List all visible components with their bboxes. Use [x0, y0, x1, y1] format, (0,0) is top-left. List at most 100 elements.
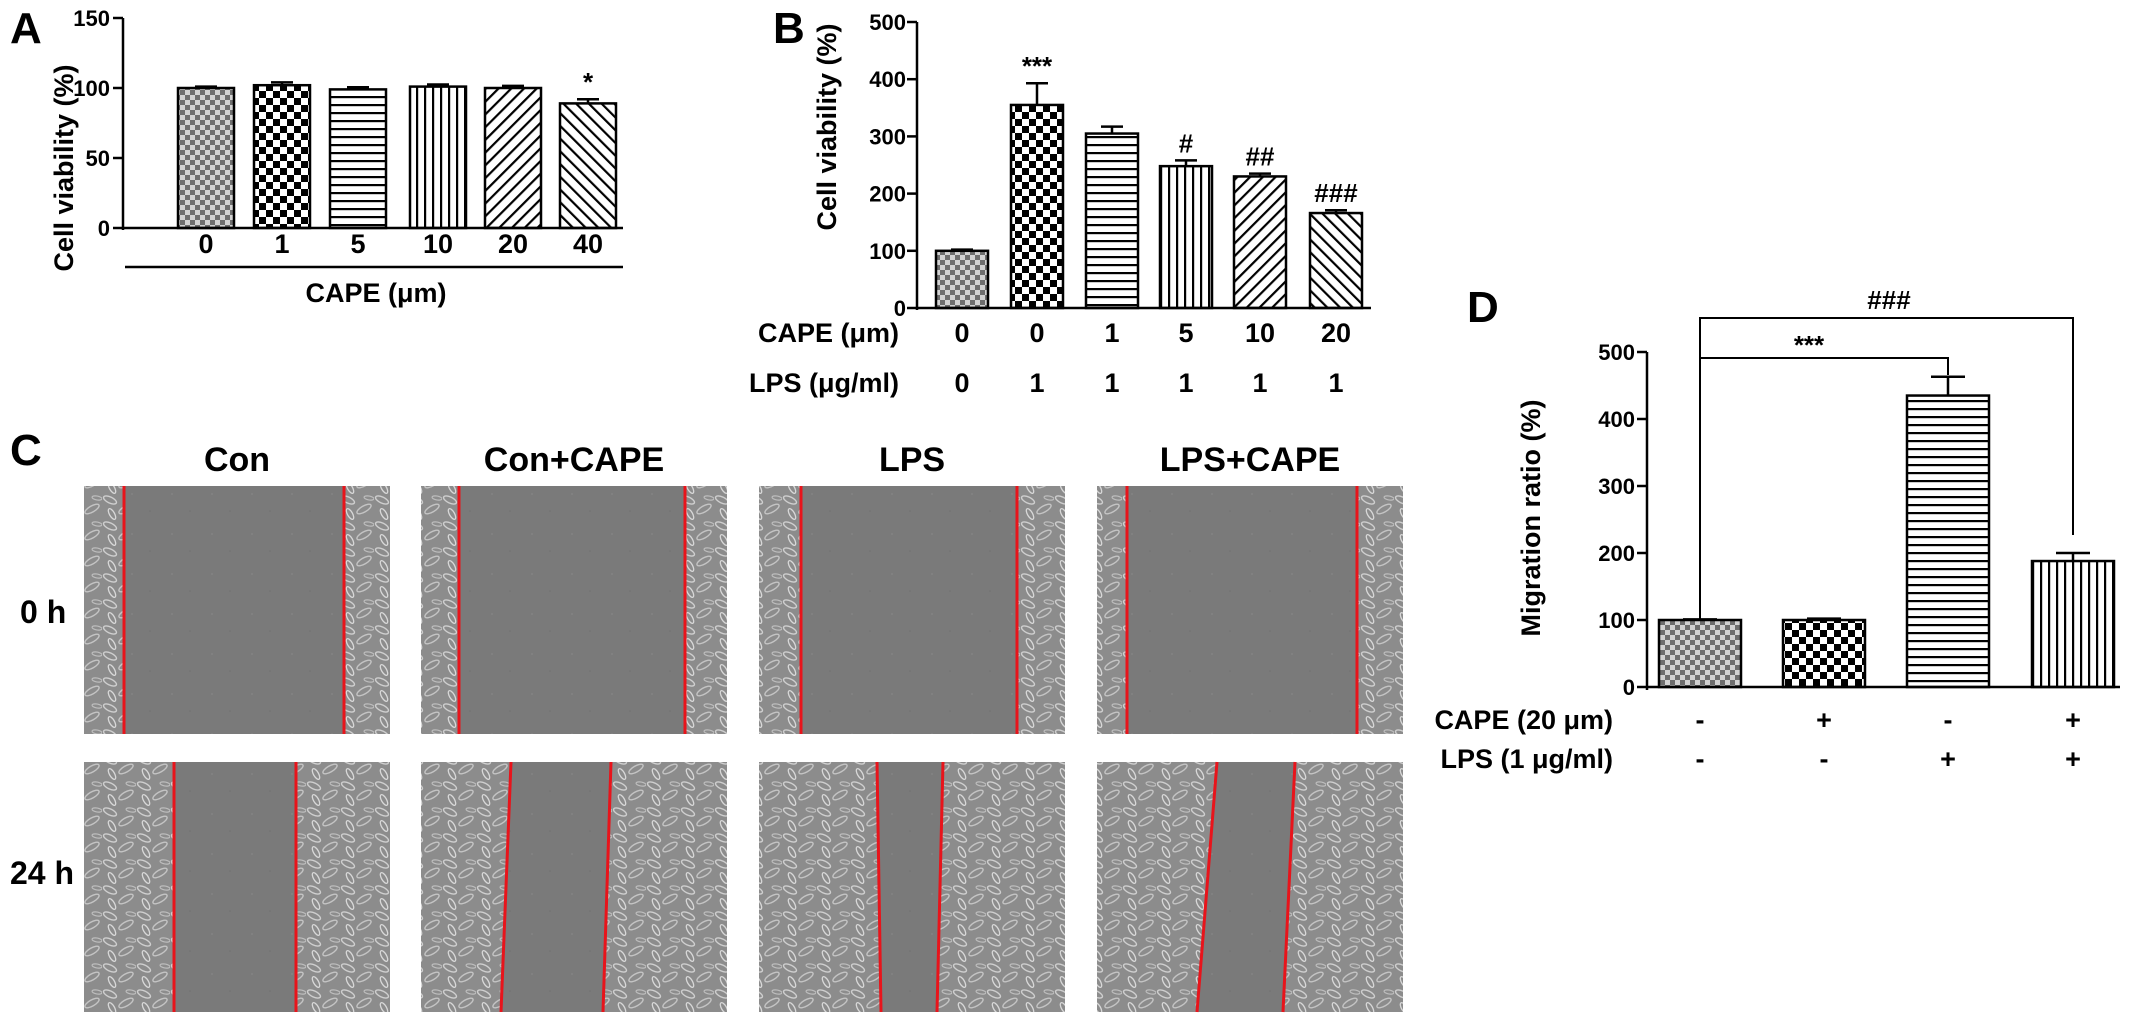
panel-b-bar-5: [1308, 211, 1364, 310]
panel-b-cape-value-3: 5: [1178, 318, 1193, 348]
micrograph-1-3: [1097, 761, 1403, 1013]
panel-b-bar-3: [1158, 164, 1214, 310]
panel-b-ytick-500: 500: [869, 10, 906, 35]
panel-c-column-title-2: LPS: [879, 441, 945, 479]
panel-d-ytick-100: 100: [1598, 608, 1635, 633]
panel-b-annotation-1: ***: [1022, 51, 1053, 81]
panel-b-ytick-0: 0: [894, 296, 906, 321]
panel-d-ylabel: Migration ratio (%): [1516, 400, 1546, 637]
panel-b-bar-1: [1009, 103, 1065, 310]
panel-c-column-title-1: Con+CAPE: [484, 441, 664, 479]
panel-b-lps-value-5: 1: [1328, 368, 1343, 398]
panel-a-ytick-0: 0: [98, 216, 110, 241]
panel-b-lps-value-1: 1: [1029, 368, 1044, 398]
panel-b-lps-value-0: 0: [954, 368, 969, 398]
micrograph-1-1: [421, 761, 727, 1013]
panel-a-bar-5: [558, 102, 618, 230]
panel-b-lps-value-4: 1: [1252, 368, 1267, 398]
panel-a-bar-0: [176, 86, 236, 230]
panel-c-letter: C: [10, 426, 42, 475]
panel-a-ytick-50: 50: [86, 146, 110, 171]
panel-b-letter: B: [773, 4, 805, 53]
panel-a-category-0: 0: [198, 229, 213, 259]
panel-a-letter: A: [10, 4, 42, 53]
panel-d-bar-3: [2030, 559, 2116, 689]
panel-b-lps-value-2: 1: [1104, 368, 1119, 398]
panel-b-ytick-300: 300: [869, 124, 906, 149]
panel-d-lps-sign-1: -: [1820, 744, 1829, 774]
micrograph-gap-1-1: [501, 762, 611, 1012]
panel-a-ylabel: Cell viability (%): [49, 64, 79, 271]
micrograph-gap-0-0: [124, 486, 344, 734]
panel-d-row-label-lps: LPS (1 μg/ml): [1440, 744, 1613, 774]
panel-d-cape-sign-1: +: [1816, 705, 1832, 735]
scratch-line-right-1-1: [601, 761, 613, 1013]
micrograph-1-2: [759, 761, 1065, 1013]
scratch-line-left-1-3: [1195, 761, 1219, 1013]
panel-b-row-label-cape: CAPE (μm): [758, 318, 899, 348]
panel-d-ytick-400: 400: [1598, 407, 1635, 432]
panel-a: A Cell viability (%) 0 50 100 150 * 0 1 5 1…: [10, 4, 623, 308]
micrograph-gap-0-2: [801, 486, 1017, 734]
panel-a-categories: 0 1 5 10 20 40: [198, 229, 603, 259]
panel-c-column-titles: Con Con+CAPE LPS LPS+CAPE: [204, 441, 1340, 479]
micrograph-gap-1-2: [877, 762, 943, 1012]
panel-a-xlabel: CAPE (μm): [305, 278, 446, 308]
panel-b-cape-value-2: 1: [1104, 318, 1119, 348]
panel-b-cape-value-4: 10: [1245, 318, 1275, 348]
panel-a-bar-4: [483, 86, 543, 230]
panel-a-ytick-150: 150: [73, 6, 110, 31]
panel-d-lps-sign-3: +: [2065, 744, 2081, 774]
scratch-line-right-1-2: [935, 761, 945, 1013]
panel-d-bracket-lps-line: [1699, 357, 1949, 619]
panel-d-cape-sign-2: -: [1944, 705, 1953, 735]
panel-a-category-1: 1: [274, 229, 289, 259]
panel-d-bracket-cape: ###: [1699, 285, 2074, 535]
panel-b-bar-4: [1232, 175, 1288, 310]
panel-c: C Con Con+CAPE LPS LPS+CAPE 0 h 24 h: [10, 426, 1403, 1013]
panel-a-annotation-5: *: [583, 67, 594, 97]
panel-b-ytick-100: 100: [869, 239, 906, 264]
panel-a-bar-1: [252, 83, 312, 230]
panel-a-category-5: 40: [573, 229, 603, 259]
panel-b-ytick-400: 400: [869, 67, 906, 92]
micrograph-0-0: [84, 486, 390, 734]
micrograph-gap-1-0: [174, 762, 296, 1012]
micrograph-gap-0-3: [1127, 486, 1357, 734]
panel-b-bars: ***# #####: [917, 51, 1371, 310]
panel-d-lps-sign-0: -: [1696, 744, 1705, 774]
panel-d-cape-sign-0: -: [1696, 705, 1705, 735]
panel-a-bar-3: [408, 85, 468, 230]
panel-a-category-4: 20: [498, 229, 528, 259]
panel-b-categories: 0 0 1 5 10 20 0 1 1 1 1 1: [954, 318, 1351, 398]
panel-d-ytick-200: 200: [1598, 541, 1635, 566]
panel-b-y-ticks: 0 100 200 300 400 500: [869, 10, 917, 321]
panel-a-bar-2: [328, 88, 388, 230]
panel-b-ytick-200: 200: [869, 182, 906, 207]
micrograph-0-1: [421, 486, 727, 734]
micrograph-1-0: [84, 762, 390, 1012]
panel-d-ytick-300: 300: [1598, 474, 1635, 499]
panel-d-bracket-lps: ***: [1699, 330, 1949, 619]
panel-a-bars: *: [123, 67, 623, 230]
panel-a-category-2: 5: [350, 229, 365, 259]
panel-c-column-title-3: LPS+CAPE: [1160, 441, 1340, 479]
panel-b-bar-0: [934, 249, 990, 310]
panel-b-annotation-5: ###: [1314, 178, 1358, 208]
panel-b-bar-2: [1084, 132, 1140, 310]
panel-b-cape-value-1: 0: [1029, 318, 1044, 348]
scratch-line-left-1-2: [875, 761, 883, 1013]
panel-b-annotation-4: ##: [1246, 142, 1275, 172]
panel-c-row-24h: 24 h: [10, 855, 74, 891]
panel-d-bracket-lps-label: ***: [1794, 330, 1825, 360]
panel-b-lps-value-3: 1: [1178, 368, 1193, 398]
panel-d-row-label-cape: CAPE (20 μm): [1434, 705, 1613, 735]
panel-d-y-ticks: 0 100 200 300 400 500: [1598, 340, 1647, 700]
panel-d-bar-0: [1657, 618, 1743, 689]
panel-d-lps-sign-2: +: [1940, 744, 1956, 774]
scratch-line-right-1-3: [1281, 761, 1297, 1013]
panel-d-ytick-0: 0: [1623, 675, 1635, 700]
panel-d-bracket-cape-line: [1699, 317, 2074, 535]
